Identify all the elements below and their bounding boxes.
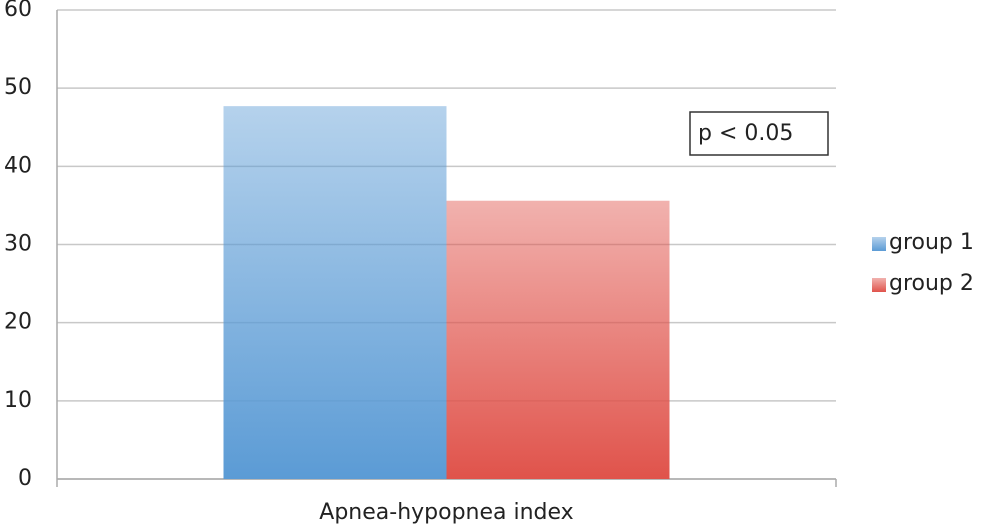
legend-swatch — [872, 278, 886, 292]
y-tick-label: 20 — [4, 310, 32, 335]
bar — [446, 200, 670, 479]
y-tick-label: 0 — [18, 466, 32, 491]
legend-swatch — [872, 237, 886, 251]
y-tick-label: 30 — [4, 232, 32, 257]
y-tick-label: 10 — [4, 388, 32, 413]
annotation: p < 0.05 — [698, 121, 793, 146]
x-tick-label: Apnea-hypopnea index — [319, 500, 573, 525]
legend-label: group 2 — [889, 271, 974, 296]
y-tick-label: 40 — [4, 153, 32, 178]
legend-label: group 1 — [889, 230, 974, 255]
annotation-box — [689, 111, 829, 156]
y-tick-label: 60 — [4, 0, 32, 22]
y-tick-label: 50 — [4, 75, 32, 100]
bar — [223, 106, 447, 480]
